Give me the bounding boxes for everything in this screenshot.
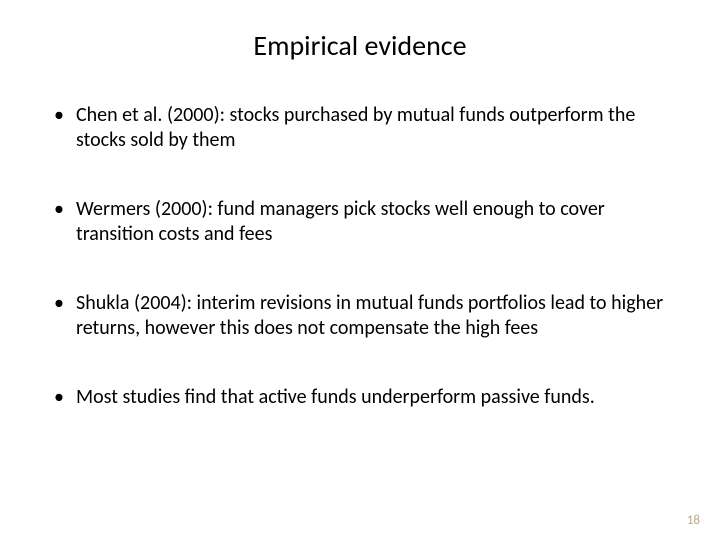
list-item: Wermers (2000): fund managers pick stock… (54, 197, 684, 247)
page-number: 18 (687, 513, 700, 528)
bullet-list: Chen et al. (2000): stocks purchased by … (36, 103, 684, 410)
slide-title: Empirical evidence (36, 28, 684, 63)
slide: Empirical evidence Chen et al. (2000): s… (0, 0, 720, 540)
list-item: Shukla (2004): interim revisions in mutu… (54, 291, 684, 341)
list-item: Chen et al. (2000): stocks purchased by … (54, 103, 684, 153)
list-item: Most studies find that active funds unde… (54, 385, 684, 410)
